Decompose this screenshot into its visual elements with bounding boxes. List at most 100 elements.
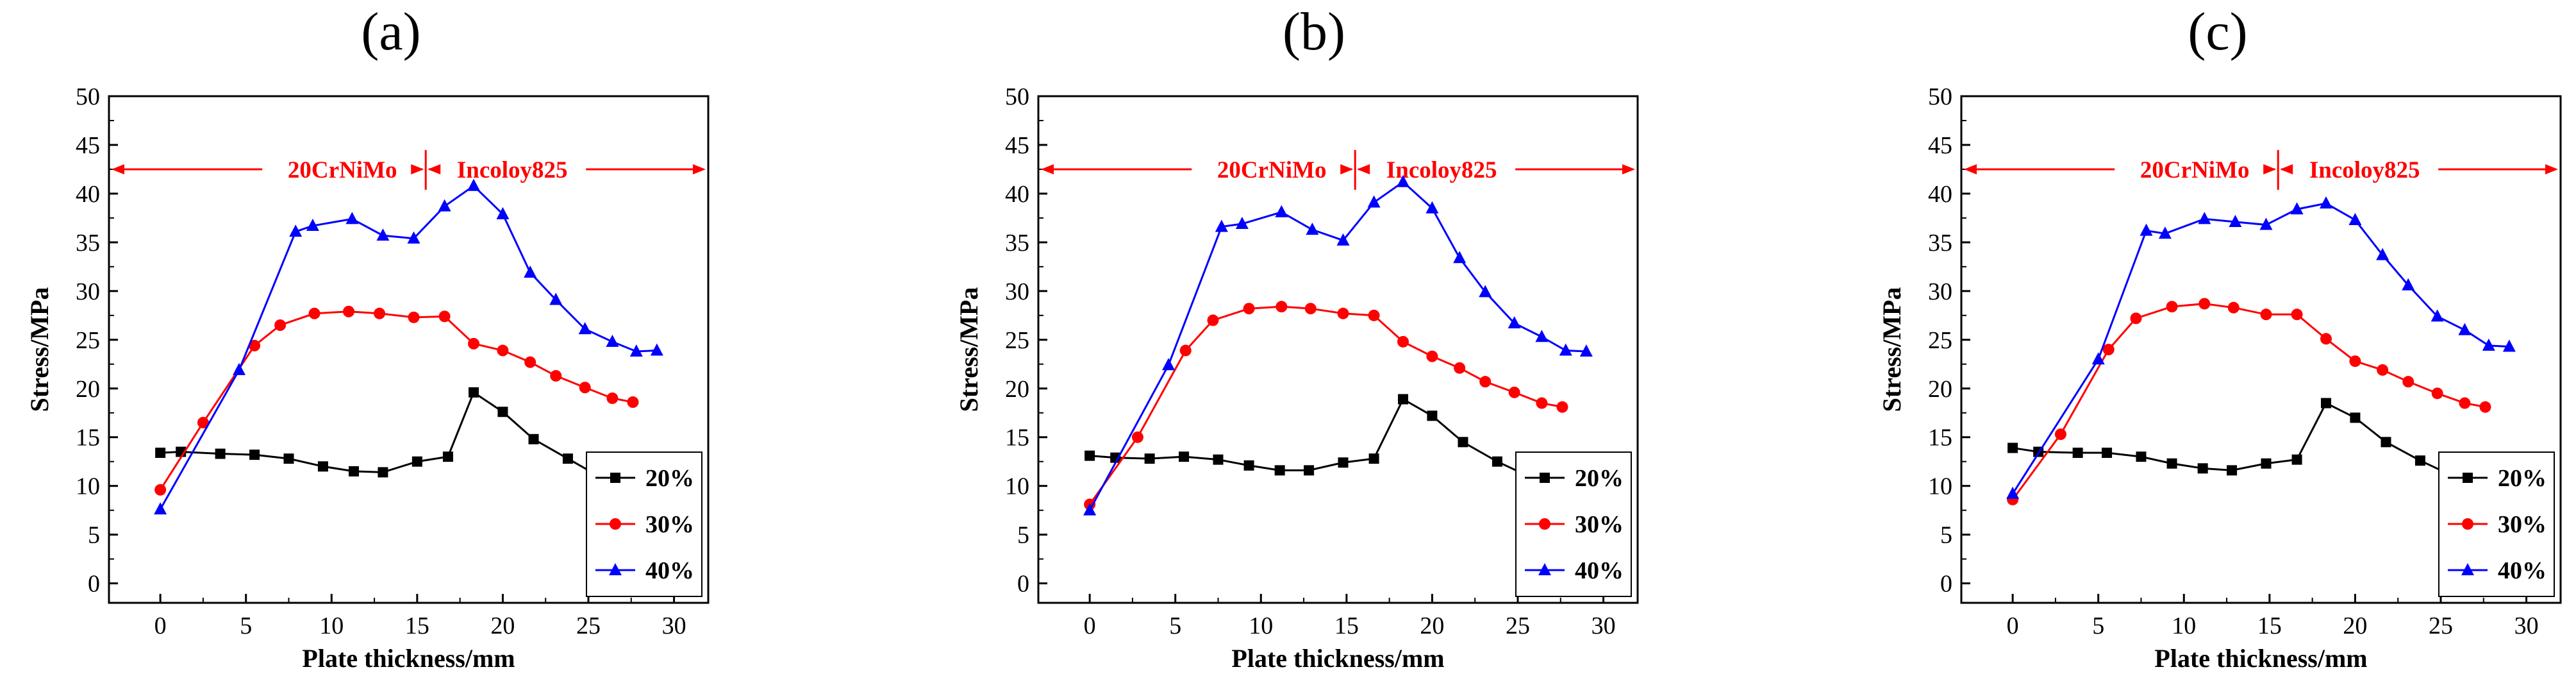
data-point: [1083, 503, 1097, 516]
region-arrowhead: [1964, 164, 1977, 174]
data-point: [1536, 397, 1548, 409]
y-tick-label: 35: [1005, 230, 1029, 257]
data-point: [2136, 451, 2147, 462]
data-point: [2431, 387, 2443, 400]
legend-marker: [2463, 473, 2473, 483]
data-point: [2007, 443, 2018, 453]
data-point: [408, 311, 420, 323]
data-point: [1556, 401, 1568, 413]
y-tick-label: 10: [1928, 473, 1952, 500]
data-point: [1243, 460, 1254, 471]
data-point: [1276, 301, 1288, 313]
plot-frame: [1037, 95, 1639, 604]
x-axis-title: Plate thickness/mm: [2154, 644, 2367, 673]
y-tick-label: 45: [1005, 132, 1029, 159]
y-tick-label: 25: [1928, 327, 1952, 354]
region-label-right: Incoloy825: [457, 157, 568, 183]
data-point: [1458, 437, 1468, 448]
data-point: [524, 265, 537, 278]
data-point: [1274, 465, 1285, 476]
data-point: [467, 178, 481, 191]
series-line: [2012, 401, 2480, 482]
data-point: [1368, 453, 1379, 464]
region-arrowhead: [1622, 164, 1635, 174]
panel-c: (c) 0 5 10 15 20 25 30 35 40 45 50 0 5 10 15 20 25 30 Plat…: [1852, 0, 2576, 683]
data-point: [1367, 195, 1381, 208]
data-point: [496, 207, 510, 219]
data-point: [1275, 205, 1288, 217]
legend-label: 20%: [2498, 465, 2547, 492]
data-point: [2054, 428, 2066, 441]
data-point: [497, 407, 508, 417]
data-point: [497, 344, 509, 357]
data-point: [1579, 344, 1593, 357]
data-point: [197, 416, 209, 428]
y-tick-label: 10: [76, 473, 100, 500]
y-axis-title: Stress/MPa: [954, 287, 983, 412]
data-point: [2158, 226, 2172, 239]
region-arrowhead: [2545, 164, 2558, 174]
data-point: [2140, 223, 2153, 236]
data-point: [345, 212, 359, 224]
x-tick-label: 10: [1249, 612, 1273, 639]
legend-label: 20%: [645, 465, 694, 492]
data-point: [606, 392, 619, 404]
x-tick-label: 30: [662, 612, 686, 639]
data-point: [2458, 323, 2472, 335]
x-tick-label: 0: [1084, 612, 1096, 639]
legend-marker: [2462, 518, 2473, 530]
data-point: [308, 307, 320, 319]
y-tick-label: 40: [1928, 181, 1952, 208]
legend-label: 20%: [1575, 465, 1624, 492]
x-axis-title: Plate thickness/mm: [302, 644, 515, 673]
data-point: [2459, 397, 2471, 409]
data-point: [374, 307, 386, 319]
series-line: [1088, 180, 1586, 511]
legend-marker: [2461, 563, 2474, 575]
data-point: [2102, 344, 2115, 355]
y-tick-label: 0: [1940, 571, 1952, 598]
data-point: [468, 337, 480, 350]
region-arrowhead: [2280, 164, 2293, 174]
y-axis-title: Stress/MPa: [25, 287, 54, 412]
data-point: [438, 310, 451, 323]
data-point: [650, 343, 663, 356]
x-axis-title: Plate thickness/mm: [1231, 644, 1444, 673]
x-tick-label: 20: [2343, 612, 2367, 639]
data-point: [1453, 251, 1467, 264]
data-point: [155, 448, 166, 459]
data-point: [2290, 202, 2304, 215]
legend-marker: [1538, 563, 1551, 575]
data-point: [154, 484, 167, 496]
y-tick-label: 20: [76, 376, 100, 403]
plot-frame: [108, 95, 710, 604]
data-point: [1304, 303, 1317, 315]
data-point: [2260, 308, 2272, 321]
y-tick-label: 50: [1928, 83, 1952, 110]
chart-panel-a: 0 5 10 15 20 25 30 35 40 45 50 0 5 10 15 20 25 30 Plate th…: [25, 83, 710, 673]
data-point: [2431, 309, 2444, 322]
data-point: [1426, 350, 1438, 362]
x-tick-label: 15: [1334, 612, 1359, 639]
data-point: [2482, 338, 2495, 351]
data-point: [2377, 364, 2389, 376]
data-point: [1243, 303, 1255, 315]
series-line: [2011, 202, 2509, 494]
data-point: [1454, 362, 1466, 374]
y-tick-label: 15: [76, 425, 100, 451]
data-point: [2320, 333, 2332, 345]
data-point: [1207, 314, 1219, 326]
legend-marker: [1539, 518, 1550, 530]
y-tick-label: 5: [1940, 522, 1952, 549]
x-tick-label: 30: [2514, 612, 2539, 639]
legend-marker: [609, 563, 622, 575]
data-point: [578, 322, 592, 335]
panel-b: (b) 0 5 10 15 20 25 30 35 40 45 50 0 5 10 15 20 25 30 Plat…: [929, 0, 1788, 683]
region-arrowhead: [2263, 164, 2277, 174]
data-point: [1162, 358, 1176, 371]
data-point: [306, 219, 319, 232]
data-point: [2072, 448, 2083, 459]
data-point: [629, 344, 643, 357]
data-point: [274, 319, 287, 332]
